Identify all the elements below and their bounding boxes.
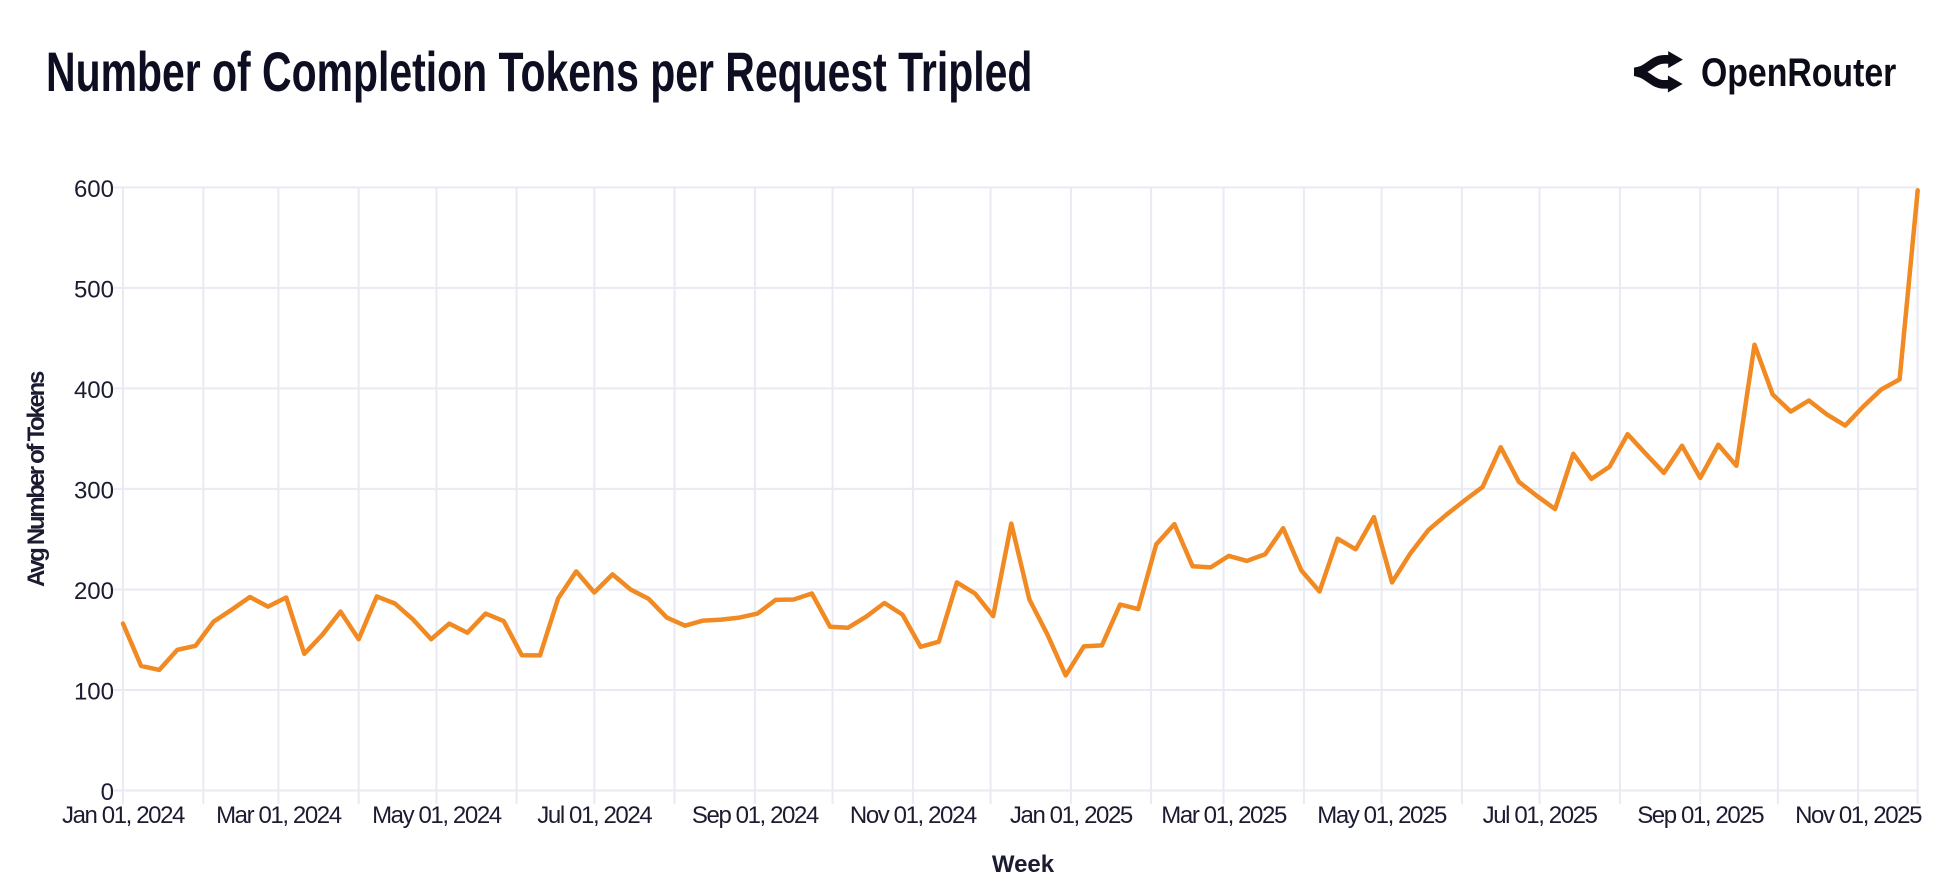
svg-text:200: 200 — [74, 578, 114, 605]
svg-text:Jan 01, 2024: Jan 01, 2024 — [62, 802, 185, 829]
svg-text:500: 500 — [74, 276, 114, 303]
svg-text:Sep 01, 2024: Sep 01, 2024 — [692, 802, 819, 829]
svg-text:Nov 01, 2024: Nov 01, 2024 — [850, 802, 977, 829]
svg-text:Mar 01, 2025: Mar 01, 2025 — [1161, 802, 1287, 829]
svg-text:May 01, 2024: May 01, 2024 — [372, 802, 502, 829]
svg-text:100: 100 — [74, 679, 114, 706]
svg-text:600: 600 — [74, 176, 114, 203]
svg-text:Mar 01, 2024: Mar 01, 2024 — [216, 802, 342, 829]
svg-text:Jul 01, 2024: Jul 01, 2024 — [537, 802, 652, 829]
svg-text:300: 300 — [74, 477, 114, 504]
svg-text:Jan 01, 2025: Jan 01, 2025 — [1010, 802, 1133, 829]
svg-text:May 01, 2025: May 01, 2025 — [1317, 802, 1447, 829]
svg-text:Jul 01, 2025: Jul 01, 2025 — [1483, 802, 1598, 829]
svg-text:400: 400 — [74, 377, 114, 404]
svg-text:Nov 01, 2025: Nov 01, 2025 — [1795, 802, 1922, 829]
svg-text:Week: Week — [992, 851, 1055, 878]
svg-text:Sep 01, 2025: Sep 01, 2025 — [1637, 802, 1764, 829]
svg-text:Avg Number of Tokens: Avg Number of Tokens — [23, 371, 50, 587]
svg-text:0: 0 — [101, 779, 114, 806]
